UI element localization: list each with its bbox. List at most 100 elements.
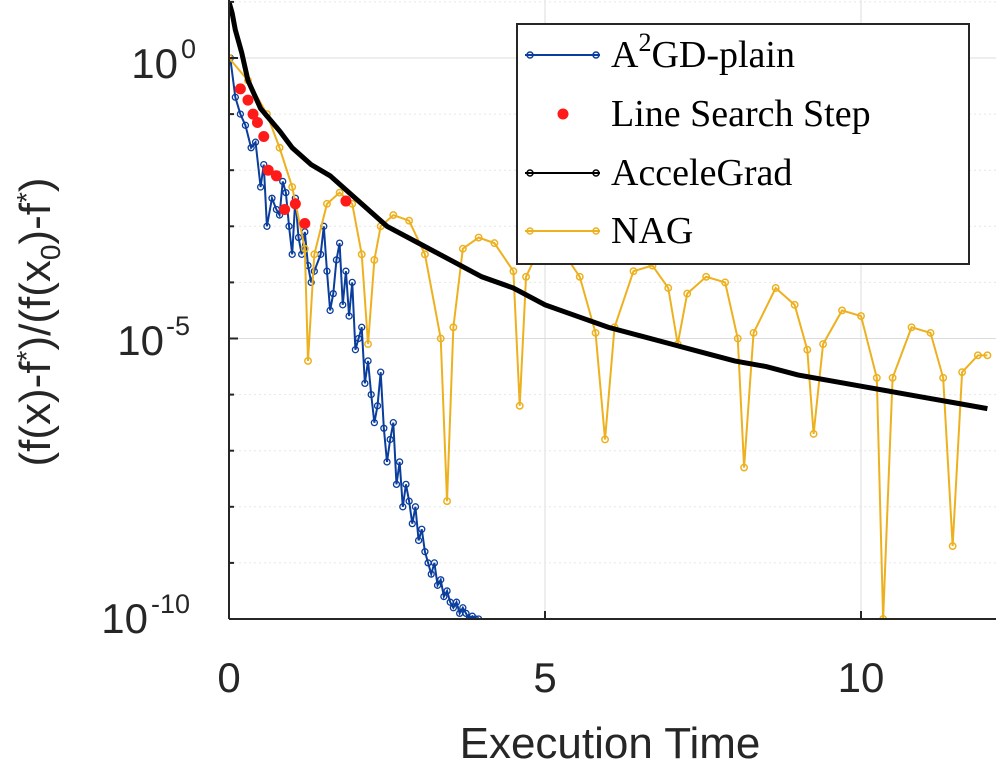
data-point-nag	[958, 368, 967, 377]
y-tick-base: 10	[117, 317, 164, 364]
legend-entry-accelegrad: AcceleGrad	[525, 152, 792, 194]
ylabel-part: )-f	[11, 202, 60, 244]
data-point-nag	[790, 300, 799, 309]
data-point-a2gd-plain	[427, 570, 435, 578]
data-point-a2gd-plain	[373, 402, 382, 410]
ylabel-star: *	[11, 350, 42, 361]
y-tick-label-1e0: 10 0	[131, 34, 196, 87]
y-tick-exp: -10	[151, 589, 190, 619]
data-point-nag	[323, 199, 331, 208]
legend-label-line-search: Line Search Step	[611, 93, 871, 135]
data-point-nag	[449, 323, 458, 332]
data-point-nag	[304, 356, 312, 365]
ylabel-part: )/(f(x	[11, 260, 60, 350]
data-point-nag	[275, 143, 284, 152]
data-point-nag	[907, 323, 916, 332]
ylabel-part: )	[11, 177, 60, 192]
legend-label-nag: NAG	[611, 210, 693, 252]
data-point-line-search	[299, 217, 311, 229]
data-point-a2gd-plain	[449, 604, 458, 612]
data-point-nag	[288, 183, 297, 191]
legend: A2GD-plain Line Search Step AcceleGrad N…	[516, 23, 970, 265]
data-point-line-search	[289, 198, 301, 210]
ylabel-star: *	[11, 192, 42, 203]
data-point-a2gd-plain	[402, 480, 410, 489]
data-point-a2gd-plain	[440, 592, 448, 601]
data-point-nag	[490, 239, 499, 248]
data-point-a2gd-plain	[386, 435, 394, 444]
data-point-nag	[575, 272, 584, 281]
data-point-nag	[591, 328, 600, 337]
data-point-a2gd-plain	[370, 418, 379, 427]
data-point-line-search	[242, 94, 254, 106]
data-point-nag	[364, 340, 372, 349]
data-point-a2gd-plain	[459, 604, 467, 612]
data-point-nag	[683, 289, 692, 298]
data-point-a2gd-plain	[471, 615, 480, 619]
legend-label-superscript: 2	[638, 28, 651, 57]
x-tick-label-0: 0	[217, 654, 240, 701]
data-point-a2gd-plain	[418, 525, 426, 533]
legend-label-part: GD-plain	[651, 34, 795, 76]
data-point-nag	[389, 211, 398, 220]
data-point-nag	[702, 272, 711, 281]
data-point-a2gd-plain	[263, 222, 271, 230]
y-tick-base: 10	[101, 595, 148, 642]
data-point-a2gd-plain	[474, 615, 483, 619]
data-point-a2gd-plain	[392, 480, 401, 489]
data-point-a2gd-plain	[307, 278, 315, 287]
data-point-a2gd-plain	[329, 289, 337, 298]
data-point-a2gd-plain	[430, 559, 439, 567]
legend-entry-nag: NAG	[525, 210, 693, 252]
data-point-a2gd-plain	[364, 357, 372, 365]
data-point-a2gd-plain	[256, 183, 265, 191]
data-point-a2gd-plain	[414, 536, 423, 545]
data-point-nag	[515, 401, 524, 410]
x-axis-label: Execution Time	[460, 719, 761, 765]
data-point-a2gd-plain	[358, 323, 366, 331]
data-point-a2gd-plain	[361, 379, 369, 388]
data-point-nag	[443, 497, 451, 506]
data-point-nag	[803, 345, 812, 354]
data-point-line-search	[258, 131, 270, 143]
data-point-a2gd-plain	[354, 334, 363, 343]
legend-marker	[526, 227, 534, 235]
data-point-nag	[601, 435, 609, 444]
data-point-a2gd-plain	[282, 188, 290, 197]
data-point-line-search	[279, 203, 291, 215]
data-point-nag	[973, 351, 982, 360]
data-point-nag	[436, 334, 445, 343]
legend-box	[516, 23, 970, 265]
data-point-line-search	[234, 83, 246, 95]
data-point-nag	[983, 351, 992, 360]
data-point-nag	[948, 542, 957, 551]
data-point-a2gd-plain	[285, 222, 293, 230]
y-tick-exp: -5	[166, 311, 190, 341]
data-point-a2gd-plain	[399, 503, 407, 511]
data-point-nag	[664, 284, 673, 292]
data-point-a2gd-plain	[367, 390, 375, 399]
data-point-a2gd-plain	[462, 609, 470, 618]
data-point-nag	[509, 267, 518, 276]
data-point-nag	[370, 256, 379, 264]
data-point-a2gd-plain	[335, 239, 344, 247]
legend-label-a2gd-plain: A2GD-plain	[611, 28, 795, 76]
legend-label-part: A	[611, 34, 639, 76]
y-tick-label-1e-5: 10 -5	[117, 311, 190, 364]
data-point-a2gd-plain	[351, 346, 360, 354]
series-markers-line-search	[234, 83, 352, 229]
axes-frame	[228, 0, 996, 620]
data-point-nag	[838, 306, 846, 315]
ylabel-part: (f(x)-f	[11, 361, 60, 467]
data-point-nag	[405, 216, 414, 225]
data-point-a2gd-plain	[241, 121, 250, 129]
data-point-nag	[474, 233, 483, 242]
y-tick-base: 10	[131, 40, 178, 87]
data-point-a2gd-plain	[380, 424, 388, 432]
y-tick-label-1e-10: 10 -10	[101, 589, 190, 642]
data-point-a2gd-plain	[395, 458, 404, 466]
data-point-line-search	[247, 108, 259, 120]
legend-marker	[592, 227, 600, 235]
data-point-a2gd-plain	[405, 497, 413, 505]
data-point-a2gd-plain	[231, 93, 239, 101]
